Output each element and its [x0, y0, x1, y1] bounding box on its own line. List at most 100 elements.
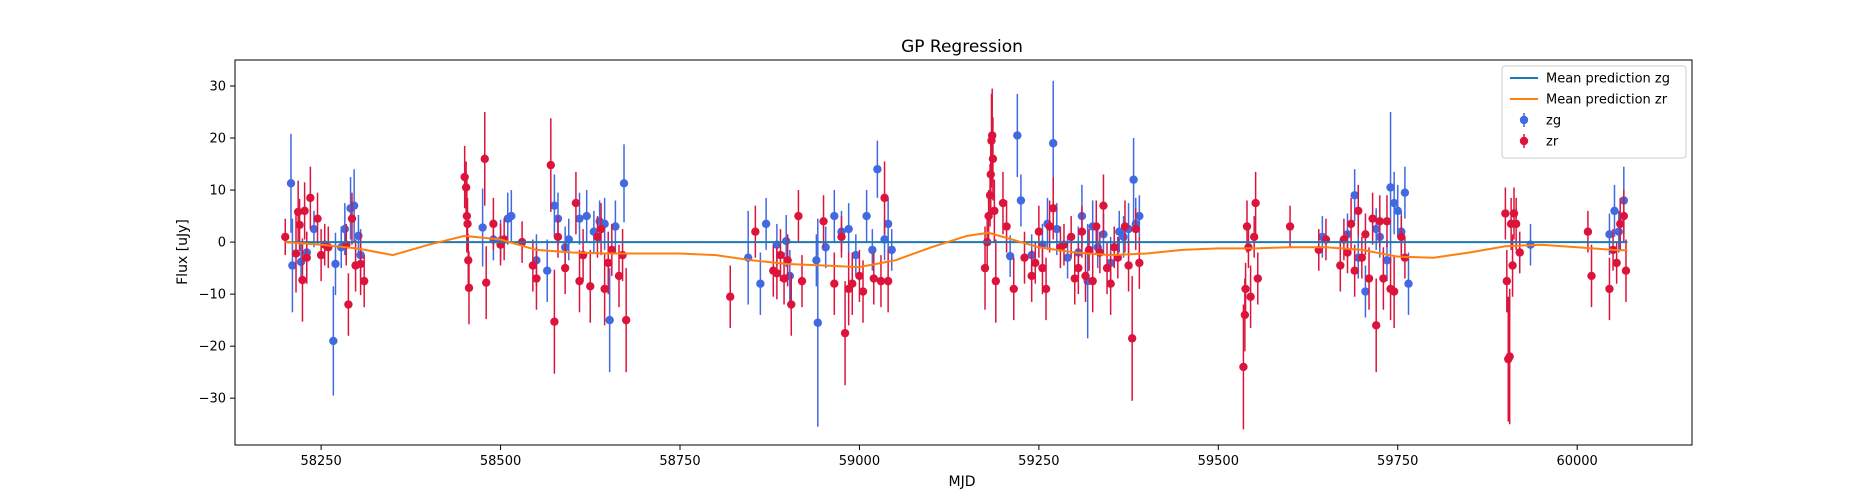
zg-data-point: [887, 245, 896, 255]
zr-data-point: [1049, 204, 1058, 213]
zr-data-point: [1127, 334, 1137, 343]
zg-data-point: [507, 211, 516, 221]
zr-data-point: [347, 214, 357, 223]
zr-data-point: [1285, 222, 1295, 231]
zg-data-point: [844, 224, 853, 234]
y-tick-label: 0: [218, 236, 226, 251]
zr-data-point: [1099, 201, 1108, 210]
zr-data-point: [313, 214, 322, 223]
zr-data-point: [1110, 243, 1119, 252]
zr-data-point: [1088, 276, 1097, 286]
zr-data-point: [1241, 284, 1250, 294]
zr-data-point: [480, 154, 489, 164]
zr-data-point: [794, 211, 803, 221]
zr-data-point: [779, 274, 789, 283]
zg-data-point: [883, 219, 893, 229]
y-tick-label: 10: [209, 184, 226, 199]
zr-data-point: [848, 279, 857, 288]
zg-data-point: [550, 201, 559, 210]
zr-data-point: [1587, 271, 1596, 281]
legend-label: zg: [1546, 114, 1561, 129]
zg-data-point: [543, 266, 552, 275]
zr-data-point: [1009, 284, 1018, 294]
zg-data-point: [1119, 232, 1128, 242]
zr-data-point: [1242, 222, 1252, 231]
zr-data-point: [1249, 232, 1259, 242]
zg-data-point: [354, 231, 363, 241]
zr-data-point: [751, 227, 760, 236]
zr-data-point: [869, 274, 878, 283]
zg-data-point: [582, 211, 591, 221]
zr-data-point: [837, 232, 846, 242]
zr-data-point: [1389, 287, 1399, 296]
zr-data-point: [546, 160, 556, 170]
zr-data-point: [1336, 261, 1345, 270]
zr-data-point: [1253, 274, 1262, 283]
zr-data-point: [1031, 258, 1040, 268]
zr-data-point: [883, 276, 893, 286]
zr-data-point: [1357, 253, 1367, 262]
zr-data-point: [1375, 217, 1384, 226]
zr-data-point: [553, 232, 563, 242]
zr-data-point: [1124, 261, 1133, 270]
legend-point-swatch: [1519, 136, 1529, 146]
zg-data-point: [756, 279, 765, 288]
zr-data-point: [306, 193, 315, 203]
zg-data-point: [1386, 183, 1395, 192]
zr-data-point: [1102, 263, 1112, 273]
zr-data-point: [1379, 274, 1388, 283]
zr-data-point: [482, 278, 491, 287]
zr-data-point: [1041, 284, 1051, 294]
legend-point-swatch: [1519, 115, 1529, 125]
zr-data-point: [464, 283, 474, 293]
zr-data-point: [316, 250, 326, 260]
zr-data-point: [797, 276, 807, 286]
zr-data-point: [1364, 274, 1374, 283]
zr-data-point: [830, 279, 839, 288]
zr-data-point: [1382, 217, 1392, 226]
legend-box: [1501, 65, 1687, 159]
zr-data-point: [1502, 276, 1512, 286]
zg-data-point: [349, 201, 359, 210]
zr-data-point: [1511, 219, 1521, 229]
zr-data-point: [726, 292, 735, 301]
zr-data-point: [344, 300, 353, 309]
zr-data-point: [772, 269, 782, 278]
zr-data-point: [1612, 258, 1621, 268]
zr-data-point: [621, 315, 631, 325]
zr-data-point: [880, 193, 889, 203]
zg-data-point: [1063, 253, 1072, 262]
zr-data-point: [1239, 362, 1248, 372]
zr-data-point: [991, 276, 1000, 286]
zg-data-point: [1013, 131, 1022, 140]
zr-data-point: [1020, 253, 1029, 262]
y-tick-label: −30: [199, 392, 226, 407]
zr-data-point: [1084, 245, 1094, 255]
zg-data-point: [868, 245, 877, 255]
zr-data-point: [1092, 222, 1101, 231]
zg-data-point: [340, 224, 350, 234]
zr-data-point: [980, 263, 990, 273]
legend-label: Mean prediction zr: [1546, 93, 1668, 108]
zr-data-point: [604, 258, 613, 268]
x-axis: 58250 58500 58750 59000 59250 59500 59750 60000: [300, 445, 1598, 469]
zr-data-point: [532, 274, 541, 283]
zr-data-point: [988, 154, 998, 164]
zr-data-point: [281, 232, 290, 242]
zr-data-point: [787, 300, 796, 309]
zg-data-point: [1371, 224, 1381, 234]
zr-data-point: [1605, 284, 1614, 294]
zr-data-point: [840, 328, 850, 338]
legend-label: Mean prediction zg: [1546, 72, 1670, 87]
zr-data-point: [855, 271, 864, 281]
zg-data-point: [821, 243, 830, 252]
zr-data-point: [359, 276, 369, 286]
zr-data-point: [1371, 321, 1381, 330]
zr-data-point: [1244, 243, 1253, 252]
zr-data-point: [571, 198, 581, 208]
zg-data-point: [1129, 175, 1138, 184]
zr-data-point: [1074, 263, 1083, 273]
zg-data-point: [1605, 230, 1614, 239]
y-tick-label: 20: [209, 132, 226, 147]
zr-data-point: [1077, 227, 1087, 236]
